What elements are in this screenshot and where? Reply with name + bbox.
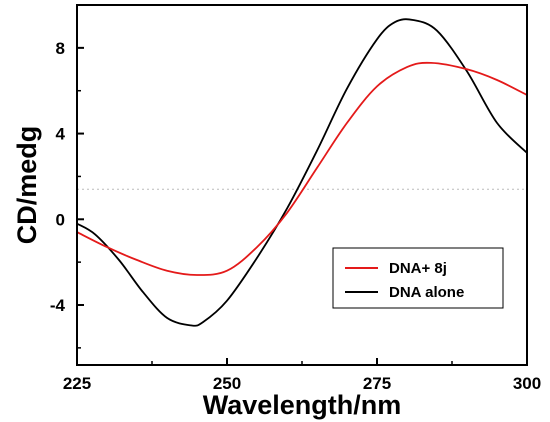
tick-labels-layer: 225 250 275 300 -4 0 4 8 <box>50 39 541 393</box>
y-tick-label: 8 <box>56 39 65 58</box>
legend-label-dna-alone: DNA alone <box>389 284 464 301</box>
x-tick-label: 300 <box>513 374 541 393</box>
series-layer <box>76 18 528 327</box>
y-tick-label: 0 <box>56 210 65 229</box>
y-tick-label: 4 <box>56 125 66 144</box>
x-axis-label: Wavelength/nm <box>203 390 402 420</box>
y-tick-label: -4 <box>50 296 66 315</box>
x-tick-label: 225 <box>63 374 91 393</box>
y-axis-label: CD/medg <box>12 126 42 245</box>
series-line-dna-8j <box>76 61 528 276</box>
legend-box <box>332 247 504 309</box>
series-line-dna-alone <box>76 18 528 327</box>
x-tick-label: 275 <box>363 374 391 393</box>
legend: DNA+ 8j DNA alone <box>332 247 504 309</box>
x-tick-label: 250 <box>213 374 241 393</box>
legend-label-dna-8j: DNA+ 8j <box>389 260 447 277</box>
ticks-layer <box>76 4 528 365</box>
